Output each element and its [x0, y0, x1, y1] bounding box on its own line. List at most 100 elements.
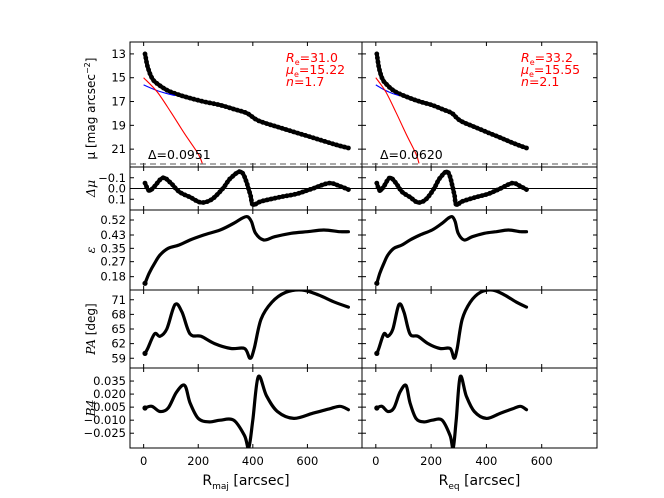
data-point	[478, 127, 484, 133]
y-tick-label: −0.025	[83, 426, 126, 440]
y-tick-label: 0.005	[93, 400, 126, 414]
y-tick-label: 68	[111, 307, 126, 321]
fit-n-label: n=2.1	[521, 74, 559, 89]
data-point	[322, 139, 328, 144]
y-tick-label: −0.010	[83, 413, 126, 427]
data-point	[304, 188, 309, 194]
y-tick-label: 0.35	[100, 241, 126, 255]
y-tick-label: 0.035	[93, 374, 126, 388]
data-point	[260, 198, 266, 204]
data-point	[249, 197, 254, 203]
data-point	[203, 99, 209, 105]
data-point	[512, 141, 518, 147]
y-tick-label: 13	[111, 47, 126, 61]
data-point	[149, 186, 155, 192]
data-point	[498, 185, 504, 191]
fit-mu-label: μe=15.55	[520, 62, 580, 79]
series-group	[374, 169, 529, 207]
data-point	[346, 145, 351, 151]
data-point	[493, 133, 499, 139]
series-group	[142, 214, 350, 286]
data-point	[189, 195, 195, 201]
data-point	[234, 107, 240, 113]
series-group	[374, 374, 529, 448]
data-point	[393, 89, 399, 95]
series-group	[142, 51, 351, 164]
data-point	[172, 90, 177, 96]
data-point	[413, 199, 418, 204]
data-point	[246, 186, 251, 191]
data-point	[403, 192, 409, 197]
series-group	[142, 374, 350, 448]
series-disk-line	[375, 84, 400, 97]
data-point	[416, 98, 422, 104]
y-tick-label: 15	[111, 71, 126, 85]
y-axis-label: ε	[83, 246, 98, 253]
data-point	[142, 180, 148, 186]
y-tick-label: 17	[111, 95, 126, 109]
data-point	[338, 184, 344, 190]
data-point	[471, 124, 476, 129]
data-point	[242, 110, 248, 115]
data-point	[483, 192, 489, 198]
data-point	[505, 182, 511, 188]
delta-text: Δ=0.0620	[380, 147, 443, 162]
data-point	[244, 182, 250, 187]
data-point	[230, 173, 236, 179]
data-point	[222, 183, 228, 189]
data-point	[446, 170, 451, 176]
data-point	[452, 197, 458, 203]
fit-n-label: n=1.7	[286, 74, 324, 89]
series-group	[142, 169, 351, 207]
data-point	[279, 125, 285, 131]
data-point	[307, 187, 313, 192]
y-tick-label: −0.1	[98, 171, 126, 185]
data-point	[505, 138, 510, 144]
data-point	[200, 200, 206, 205]
data-point	[487, 190, 493, 196]
data-point	[151, 78, 157, 84]
data-point	[215, 102, 221, 107]
data-point	[179, 93, 185, 99]
data-point	[315, 184, 321, 190]
data-point	[342, 185, 348, 191]
data-point	[497, 135, 503, 140]
data-point	[374, 180, 380, 186]
x-tick-label: 600	[531, 454, 553, 468]
data-point	[299, 131, 304, 137]
data-point	[463, 121, 469, 126]
series-pa-line	[375, 290, 529, 360]
data-point	[453, 114, 459, 120]
y-tick-label: 59	[111, 351, 126, 365]
panel-mu-col0: 13 15 17 19 21 Re=31.0μe=15.22n=1.7 Δ=0.0951 μ …	[83, 41, 363, 168]
y-tick-label: 21	[111, 142, 126, 156]
x-tick-label: 400	[242, 454, 264, 468]
data-point	[516, 142, 522, 148]
data-point	[490, 132, 495, 137]
x-tick-label: 0	[372, 454, 379, 468]
data-point	[491, 189, 496, 195]
data-point	[451, 189, 457, 195]
series-b4-line	[143, 374, 350, 448]
data-point	[144, 184, 150, 190]
y-tick-label: 0.52	[100, 213, 126, 227]
data-point	[300, 189, 305, 195]
data-point	[242, 174, 248, 180]
y-tick-label: 0.0	[108, 182, 126, 196]
y-tick-label: 62	[111, 337, 126, 351]
data-point	[252, 116, 258, 122]
data-point	[287, 128, 293, 134]
y-tick-label: 0.020	[93, 387, 126, 401]
series-b4-line	[375, 374, 529, 448]
data-point	[160, 175, 166, 181]
data-point	[520, 144, 525, 150]
data-point	[435, 179, 440, 185]
data-point	[323, 181, 328, 187]
data-point	[342, 144, 347, 150]
series-eps-line	[143, 214, 350, 285]
data-point	[233, 171, 239, 177]
data-point	[291, 129, 297, 135]
data-point	[482, 128, 488, 134]
data-point	[191, 96, 197, 102]
data-point	[508, 139, 514, 145]
